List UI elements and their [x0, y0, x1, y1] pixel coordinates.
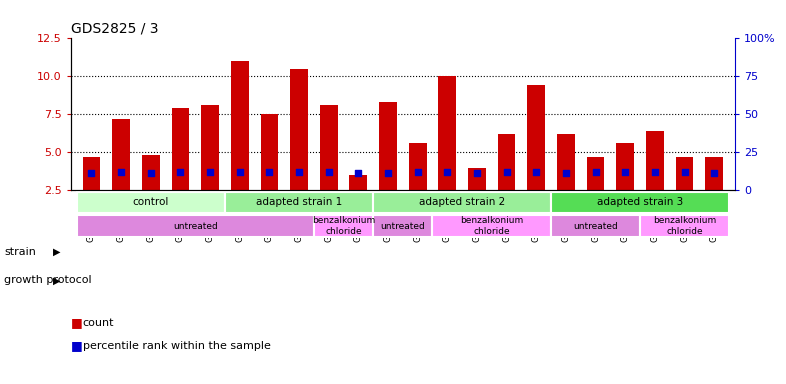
Bar — [225, 192, 373, 213]
Bar — [112, 119, 130, 190]
Text: ▶: ▶ — [53, 247, 61, 257]
Point — [233, 169, 246, 175]
Bar — [439, 76, 456, 190]
Text: ▶: ▶ — [53, 275, 61, 285]
Bar — [373, 192, 551, 213]
Point — [85, 170, 97, 176]
Bar — [586, 157, 604, 190]
Bar — [314, 215, 373, 237]
Bar — [260, 114, 278, 190]
Text: untreated: untreated — [573, 222, 618, 231]
Point — [322, 169, 335, 175]
Bar — [201, 105, 219, 190]
Bar — [350, 175, 367, 190]
Point — [471, 170, 483, 176]
Text: ■: ■ — [71, 316, 83, 329]
Point — [678, 169, 691, 175]
Bar — [557, 134, 575, 190]
Text: benzalkonium
chloride: benzalkonium chloride — [460, 217, 523, 236]
Bar — [468, 167, 486, 190]
Point — [204, 169, 216, 175]
Point — [530, 169, 542, 175]
Point — [708, 170, 721, 176]
Bar — [320, 105, 338, 190]
Text: untreated: untreated — [380, 222, 425, 231]
Point — [382, 169, 395, 175]
Bar — [171, 108, 189, 190]
Bar — [290, 69, 308, 190]
Point — [501, 169, 513, 175]
Point — [263, 169, 276, 175]
Bar — [705, 157, 723, 190]
Point — [145, 170, 157, 176]
Bar — [379, 102, 397, 190]
Text: count: count — [83, 318, 114, 328]
Bar — [373, 215, 432, 237]
Text: GDS2825 / 3: GDS2825 / 3 — [71, 22, 158, 36]
Text: benzalkonium
chloride: benzalkonium chloride — [312, 217, 375, 236]
Bar — [676, 157, 693, 190]
Text: adapted strain 2: adapted strain 2 — [419, 197, 505, 207]
Text: untreated: untreated — [173, 222, 218, 231]
Text: benzalkonium
chloride: benzalkonium chloride — [653, 217, 716, 236]
Point — [115, 169, 127, 175]
Text: control: control — [133, 197, 169, 207]
Point — [590, 169, 602, 175]
Point — [441, 169, 454, 175]
Bar — [231, 61, 248, 190]
Text: ■: ■ — [71, 339, 83, 352]
Bar — [432, 215, 551, 237]
Text: growth protocol: growth protocol — [4, 275, 91, 285]
Point — [411, 169, 424, 175]
Point — [174, 169, 187, 175]
Point — [352, 170, 365, 177]
Bar — [551, 192, 729, 213]
Text: adapted strain 1: adapted strain 1 — [256, 197, 342, 207]
Bar — [616, 143, 634, 190]
Bar — [640, 215, 729, 237]
Text: adapted strain 3: adapted strain 3 — [597, 197, 683, 207]
Point — [648, 169, 661, 175]
Bar — [646, 131, 663, 190]
Point — [560, 169, 572, 175]
Bar — [77, 215, 314, 237]
Point — [292, 169, 305, 175]
Text: strain: strain — [4, 247, 36, 257]
Bar — [83, 157, 101, 190]
Bar — [551, 215, 640, 237]
Bar — [77, 192, 225, 213]
Point — [619, 169, 631, 175]
Text: percentile rank within the sample: percentile rank within the sample — [83, 341, 270, 351]
Bar — [409, 143, 427, 190]
Bar — [142, 156, 160, 190]
Bar — [527, 86, 545, 190]
Bar — [498, 134, 516, 190]
